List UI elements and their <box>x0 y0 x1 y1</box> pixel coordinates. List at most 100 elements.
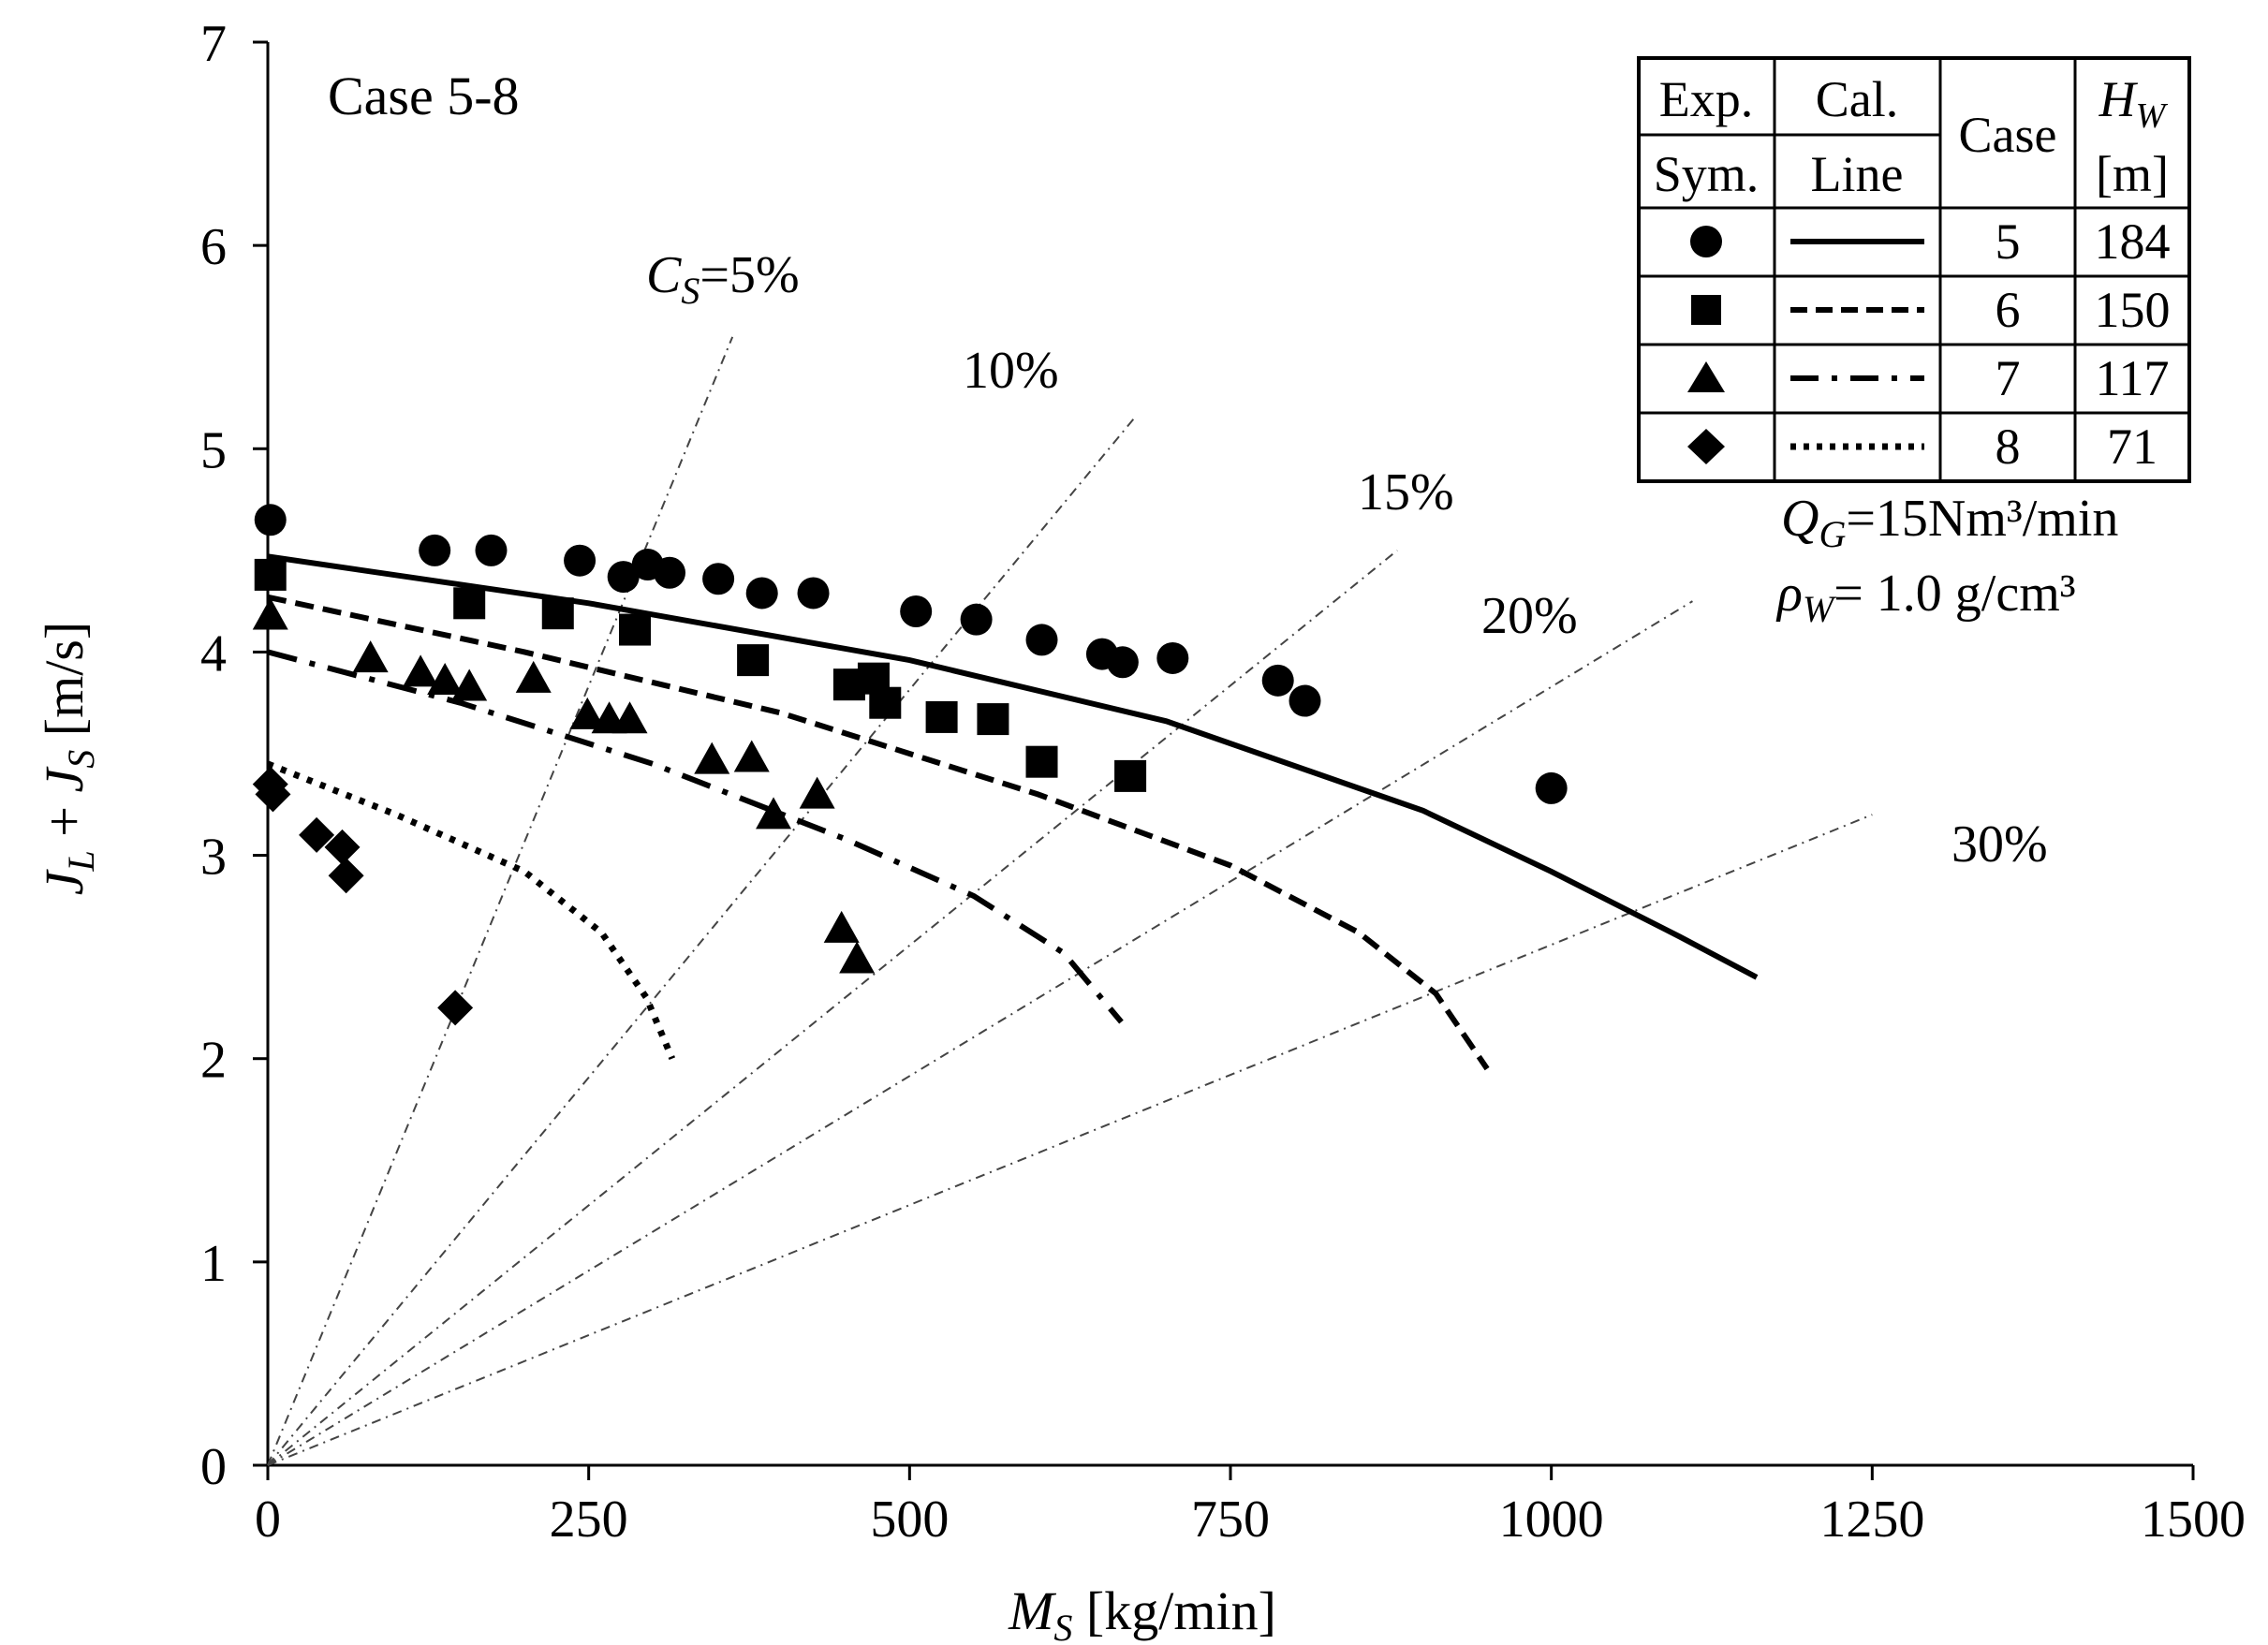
data-point-case-5 <box>1261 664 1294 697</box>
data-point-case-5 <box>900 595 933 627</box>
concentration-line <box>267 814 1873 1466</box>
data-point-case-8 <box>255 776 291 813</box>
data-point-case-6 <box>619 613 652 646</box>
legend-symbol-square <box>1691 295 1721 325</box>
data-point-case-5 <box>1156 641 1189 674</box>
data-point-case-5 <box>960 603 993 636</box>
y-tick-label: 4 <box>200 624 227 683</box>
legend-header-sym: Sym. <box>1654 146 1760 202</box>
legend-case-6: 6 <box>1996 282 2021 338</box>
experimental-points <box>252 504 1568 1026</box>
calc-curve-case-8 <box>266 760 676 1061</box>
data-point-case-7 <box>569 697 606 729</box>
y-title-j1: J <box>34 868 95 895</box>
note-water-density: ρW= 1.0 g/cm³ <box>1775 565 2076 630</box>
data-point-case-7 <box>515 660 552 693</box>
note-rho-value: = 1.0 g/cm³ <box>1834 565 2075 623</box>
conc-label-15: 15% <box>1358 463 1454 521</box>
legend-row-5: 5 184 <box>1690 213 2171 270</box>
x-ticks: 0 250 500 750 1000 1250 1500 <box>255 1465 2246 1549</box>
y-title-s1: L <box>60 850 102 872</box>
legend-hw-main: H <box>2099 71 2139 127</box>
x-tick-label: 750 <box>1191 1491 1270 1549</box>
legend-table: Exp. Sym. Cal. Line Case HW [m] 5 184 6 … <box>1637 56 2191 483</box>
x-tick-label: 250 <box>550 1491 628 1549</box>
legend-case-8: 8 <box>1996 419 2021 475</box>
y-tick-label: 2 <box>200 1032 227 1090</box>
legend-case-7: 7 <box>1996 350 2021 406</box>
data-point-case-6 <box>1025 745 1058 778</box>
note-qg-value: =15Nm³/min <box>1846 490 2118 548</box>
y-axis-title: JL + JS [m/s] <box>34 622 102 895</box>
y-title-unit: [m/s] <box>34 622 95 750</box>
data-point-case-5 <box>1289 684 1321 717</box>
legend-row-7: 7 117 <box>1687 350 2170 406</box>
data-point-case-7 <box>252 597 288 630</box>
data-point-case-5 <box>1025 624 1058 656</box>
conc-label-5-eq: = <box>700 246 729 304</box>
data-point-case-6 <box>453 587 486 620</box>
concentration-labels: CS=5% 10% 15% 20% 30% <box>646 246 2048 874</box>
x-title-main: M <box>1008 1580 1056 1641</box>
legend-hw-5: 184 <box>2095 213 2171 270</box>
data-point-case-5 <box>1535 771 1568 804</box>
concentration-line <box>267 336 734 1466</box>
legend-header-line: Line <box>1811 146 1904 202</box>
legend-symbol-diamond <box>1687 429 1725 464</box>
data-point-case-7 <box>823 910 860 943</box>
data-point-case-7 <box>756 797 792 830</box>
note-qg-main: Q <box>1781 490 1819 548</box>
legend-header-case: Case <box>1959 107 2057 163</box>
data-point-case-6 <box>925 700 958 733</box>
data-point-case-7 <box>694 742 730 774</box>
legend-rows: 5 184 6 150 7 117 8 71 <box>1687 213 2171 475</box>
conc-label-20: 20% <box>1481 587 1578 645</box>
x-tick-label: 0 <box>255 1491 281 1549</box>
data-point-case-5 <box>607 561 640 594</box>
concentration-line <box>267 600 1693 1466</box>
data-point-case-8 <box>324 829 361 865</box>
legend-hw-sub: W <box>2136 96 2169 136</box>
x-tick-label: 1000 <box>1499 1491 1604 1549</box>
data-point-case-6 <box>254 558 287 591</box>
data-point-case-7 <box>427 663 464 695</box>
data-point-case-7 <box>839 941 876 974</box>
y-tick-label: 7 <box>200 15 227 73</box>
x-tick-label: 1500 <box>2141 1491 2246 1549</box>
note-qg-sub: G <box>1819 513 1846 555</box>
data-point-case-5 <box>419 534 451 566</box>
calculated-curves <box>266 553 1759 1071</box>
y-tick-label: 1 <box>200 1235 227 1293</box>
chart-title: Case 5-8 <box>328 66 520 126</box>
data-point-case-7 <box>403 654 439 687</box>
legend-header-cal: Cal. <box>1816 71 1899 127</box>
data-point-case-5 <box>797 577 830 610</box>
legend-header-hw-unit: [m] <box>2096 146 2169 202</box>
y-ticks: 0 1 2 3 4 5 6 7 <box>200 15 268 1496</box>
conc-label-10: 10% <box>963 342 1059 400</box>
data-point-case-5 <box>475 534 508 566</box>
data-point-case-5 <box>564 544 596 577</box>
conc-label-5-value: 5% <box>729 246 800 304</box>
note-rho-main: ρ <box>1775 565 1803 623</box>
legend-symbol-circle <box>1690 226 1722 257</box>
conc-label-5-sub: S <box>681 270 700 312</box>
conc-label-30: 30% <box>1951 815 2048 874</box>
legend-hw-7: 117 <box>2096 350 2170 406</box>
note-gas-flow: QG=15Nm³/min <box>1781 490 2118 555</box>
data-point-case-5 <box>702 563 735 595</box>
x-title-sub: S <box>1053 1607 1072 1645</box>
concentration-lines <box>267 336 1873 1466</box>
conc-label-5-prefix: C <box>646 246 682 304</box>
y-tick-label: 3 <box>200 829 227 887</box>
data-point-case-8 <box>299 816 335 853</box>
legend-hw-8: 71 <box>2107 419 2158 475</box>
legend-header-exp: Exp. <box>1659 71 1754 127</box>
data-point-case-7 <box>352 640 389 673</box>
y-title-j2: J <box>34 765 95 792</box>
legend-row-6: 6 150 <box>1691 282 2171 338</box>
data-point-case-5 <box>254 504 287 536</box>
y-title-s2: S <box>60 750 102 769</box>
y-title-mid: + <box>34 792 95 850</box>
